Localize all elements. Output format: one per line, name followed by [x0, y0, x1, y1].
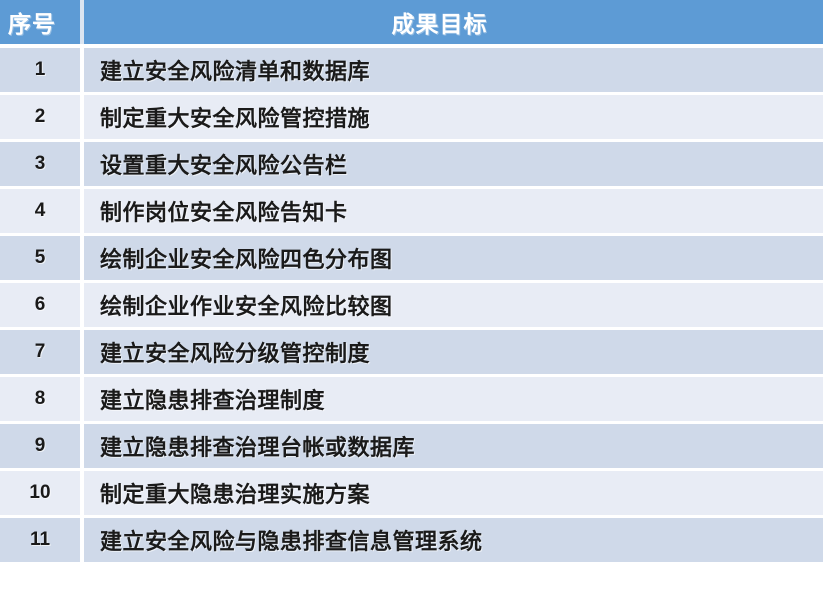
cell-index: 9 [34, 435, 46, 456]
cell-column-divider [80, 471, 84, 515]
cell-goal: 制定重大隐患治理实施方案 [100, 482, 371, 507]
cell-index: 2 [34, 106, 46, 127]
table-row[interactable]: 7 建立安全风险分级管控制度 [0, 330, 823, 377]
table-body: 1 建立安全风险清单和数据库 2 制定重大安全风险管控措施 3 设置重大安全风险公告栏 4 制… [0, 48, 823, 565]
cell-column-divider [80, 330, 84, 374]
cell-goal: 设置重大安全风险公告栏 [100, 153, 348, 178]
cell-goal: 建立安全风险与隐患排查信息管理系统 [100, 529, 483, 554]
column-header-goal: 成果目标 [391, 12, 488, 37]
cell-index: 7 [34, 341, 46, 362]
column-header-index: 序号 [8, 12, 56, 37]
cell-column-divider [80, 424, 84, 468]
cell-goal: 建立安全风险清单和数据库 [100, 59, 371, 84]
cell-index: 4 [34, 200, 46, 221]
table-row[interactable]: 4 制作岗位安全风险告知卡 [0, 189, 823, 236]
cell-column-divider [80, 48, 84, 92]
cell-column-divider [80, 189, 84, 233]
cell-goal: 建立隐患排查治理制度 [100, 388, 326, 413]
cell-column-divider [80, 518, 84, 562]
table-row[interactable]: 3 设置重大安全风险公告栏 [0, 142, 823, 189]
table-row[interactable]: 1 建立安全风险清单和数据库 [0, 48, 823, 95]
cell-index: 10 [29, 482, 51, 503]
cell-index: 3 [34, 153, 46, 174]
cell-index: 5 [34, 247, 46, 268]
table-row[interactable]: 2 制定重大安全风险管控措施 [0, 95, 823, 142]
table-row[interactable]: 6 绘制企业作业安全风险比较图 [0, 283, 823, 330]
table-header-row: 序号 成果目标 [0, 0, 823, 44]
cell-index: 6 [34, 294, 46, 315]
cell-column-divider [80, 283, 84, 327]
cell-index: 11 [29, 529, 51, 550]
header-column-divider [80, 0, 84, 44]
cell-goal: 制定重大安全风险管控措施 [100, 106, 371, 131]
header-body-separator [0, 44, 823, 48]
table-row[interactable]: 11 建立安全风险与隐患排查信息管理系统 [0, 518, 823, 565]
cell-column-divider [80, 95, 84, 139]
table-row[interactable]: 9 建立隐患排查治理台帐或数据库 [0, 424, 823, 471]
cell-column-divider [80, 142, 84, 186]
table-row[interactable]: 8 建立隐患排查治理制度 [0, 377, 823, 424]
cell-goal: 建立安全风险分级管控制度 [100, 341, 371, 366]
cell-index: 1 [34, 59, 46, 80]
table-row[interactable]: 10 制定重大隐患治理实施方案 [0, 471, 823, 518]
cell-goal: 制作岗位安全风险告知卡 [100, 200, 348, 225]
cell-goal: 绘制企业安全风险四色分布图 [100, 247, 393, 272]
cell-goal: 绘制企业作业安全风险比较图 [100, 294, 393, 319]
cell-column-divider [80, 377, 84, 421]
cell-goal: 建立隐患排查治理台帐或数据库 [100, 435, 416, 460]
table-row[interactable]: 5 绘制企业安全风险四色分布图 [0, 236, 823, 283]
cell-column-divider [80, 236, 84, 280]
cell-index: 8 [34, 388, 46, 409]
